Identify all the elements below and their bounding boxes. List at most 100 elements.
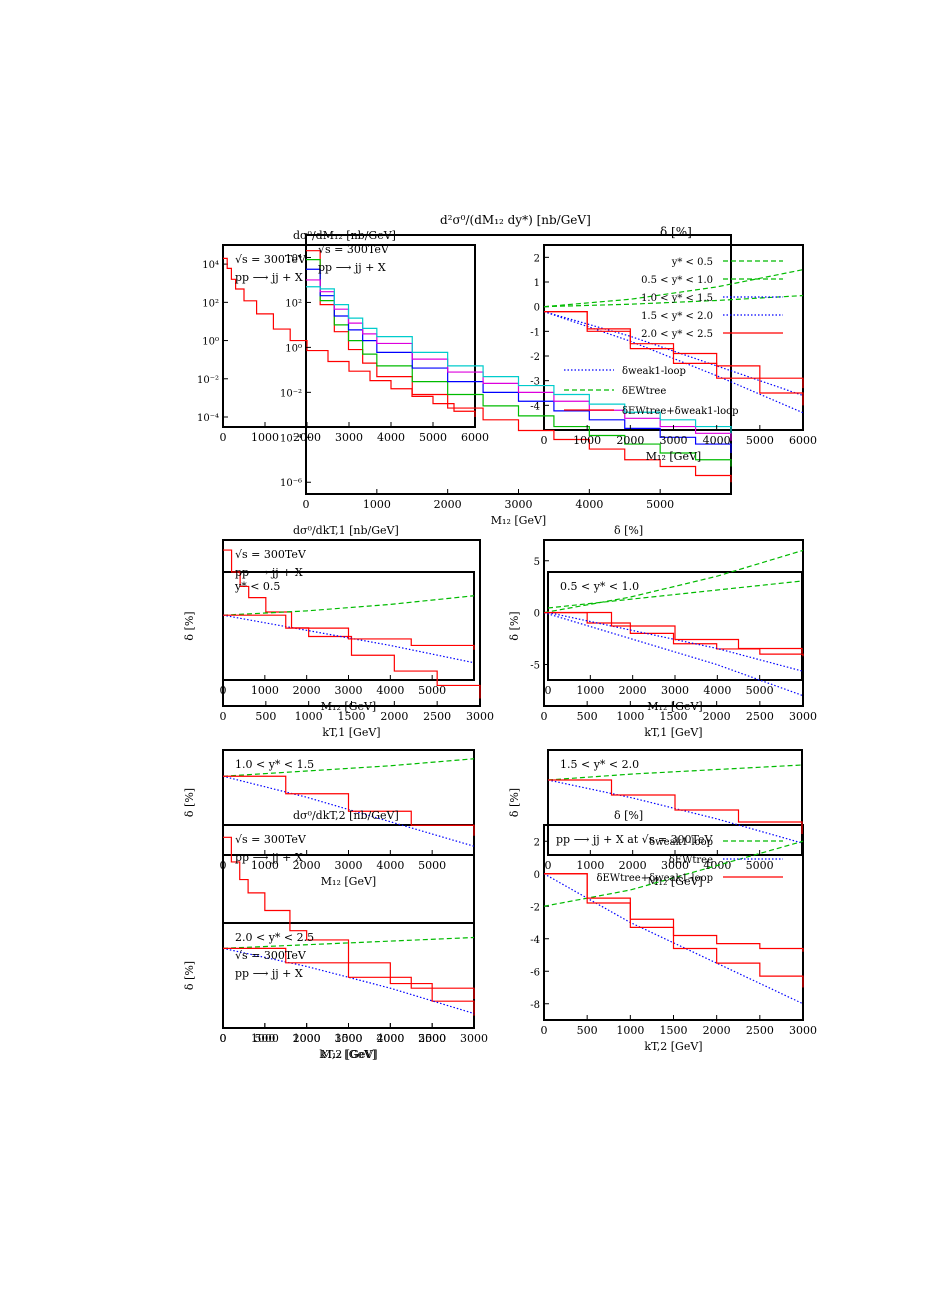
plot-text: d²σ⁰/(dM₁₂ dy*) [nb/GeV] δ [%] <box>440 213 692 239</box>
plot-data: 0 1000 2000 3000 4000 5000 600010⁻⁴10⁻²10⁰10²1… <box>183 229 817 1061</box>
x-axis-label: M₁₂ [GeV] <box>321 700 376 713</box>
annotation: pp ⟶ jj + X at √s = 300TeV <box>556 833 714 846</box>
series-line <box>223 614 475 650</box>
series-line <box>222 758 475 777</box>
series-line <box>547 764 803 781</box>
series-line <box>223 775 475 836</box>
panel-delta_kt1: 0 500 1000 1500 2000 2500 3000 5 0 -5 δ [%] kT,1 [G… <box>530 524 817 739</box>
x-tick-label: 6000 <box>461 431 489 444</box>
x-axis-label: M₁₂ [GeV] <box>646 450 701 463</box>
x-tick-label: 500 <box>577 1024 598 1037</box>
x-tick-label: 5000 <box>746 684 774 697</box>
legend-label: 1.0 < y* < 1.5 <box>641 293 713 304</box>
legend-label: 0.5 < y* < 1.0 <box>641 275 713 286</box>
annotation: pp ⟶ jj + X <box>235 271 303 284</box>
x-tick-label: 1000 <box>251 431 279 444</box>
annotation: pp ⟶ jj + X <box>235 851 303 864</box>
x-tick-label: 1500 <box>660 710 688 723</box>
x-tick-label: 2000 <box>293 684 321 697</box>
series-line <box>544 612 804 657</box>
x-tick-label: 5000 <box>418 1032 446 1045</box>
x-tick-label: 2000 <box>619 684 647 697</box>
y-tick-label: 10⁰ <box>202 337 219 348</box>
x-tick-label: 2000 <box>434 498 462 511</box>
panel-cs_kt1: 0 500 1000 1500 2000 2500 3000 dσ⁰/dkT,1 [nb/Ge… <box>220 524 495 739</box>
y-tick-label: 2 <box>534 253 540 264</box>
x-tick-label: 4000 <box>575 498 603 511</box>
x-tick-label: 1000 <box>616 1024 644 1037</box>
x-tick-label: 500 <box>254 1032 275 1045</box>
annotation: √s = 300TeV <box>318 243 390 256</box>
x-tick-label: 1000 <box>293 1032 321 1045</box>
x-tick-label: 1500 <box>660 1024 688 1037</box>
x-tick-label: 1000 <box>251 1032 279 1045</box>
series-line <box>223 947 475 1000</box>
panel-title: dσ⁰/dM₁₂ [nb/GeV] <box>293 229 396 242</box>
legend-label: 2.0 < y* < 2.5 <box>641 329 713 340</box>
legend-label: δEWtree+δweak1-loop <box>596 873 713 884</box>
y-tick-label: 5 <box>534 557 540 568</box>
x-tick-label: 2500 <box>746 1024 774 1037</box>
x-tick-label: 1000 <box>295 710 323 723</box>
x-axis-label: M₁₂ [GeV] <box>647 875 702 888</box>
frame-delta_kt1 <box>543 539 804 707</box>
y-tick-label: -2 <box>530 352 540 363</box>
panel-title: δ [%] <box>614 524 643 537</box>
x-tick-label: 0 <box>541 434 548 447</box>
y-tick-label: -8 <box>530 1000 540 1011</box>
series-line <box>222 936 475 949</box>
x-tick-label: 0 <box>220 431 227 444</box>
x-tick-label: 4000 <box>376 859 404 872</box>
x-tick-label: 4000 <box>377 431 405 444</box>
y-axis-label: δ [%] <box>508 788 521 817</box>
x-tick-label: 6000 <box>789 434 817 447</box>
x-tick-label: 1000 <box>576 859 604 872</box>
annotation: √s = 300TeV <box>235 253 307 266</box>
x-tick-label: 2000 <box>293 1032 321 1045</box>
y-axis-label: δ [%] <box>508 611 521 640</box>
legend-label: 1.5 < y* < 2.0 <box>641 311 713 322</box>
panel-delta_ystar_3: 0 1000 2000 3000 4000 5000 M₁₂ [GeV] δ [%] 1.0 <… <box>183 758 475 888</box>
x-tick-label: 0 <box>220 1032 227 1045</box>
x-axis-label: kT,2 [GeV] <box>644 1040 702 1053</box>
panel-cs_m12_inset: 0 1000 2000 3000 4000 5000 600010⁻⁴10⁻²10⁰10²1… <box>197 229 489 444</box>
y-tick-label: -3 <box>530 377 540 388</box>
y-tick-label: 10² <box>285 298 302 309</box>
x-tick-label: 5000 <box>418 684 446 697</box>
x-tick-label: 3000 <box>660 434 688 447</box>
x-tick-label: 0 <box>541 1024 548 1037</box>
x-tick-label: 1000 <box>573 434 601 447</box>
y-tick-label: 10⁰ <box>285 343 302 354</box>
x-axis-label: kT,1 [GeV] <box>644 726 702 739</box>
x-tick-label: 3000 <box>460 1032 488 1045</box>
x-tick-label: 5000 <box>418 859 446 872</box>
x-tick-label: 2500 <box>418 1032 446 1045</box>
annotation: √s = 300TeV <box>235 949 307 962</box>
delta-title: δ [%] <box>660 225 692 239</box>
y-tick-label: 10⁻⁴ <box>280 433 302 444</box>
legend-label: δweak1-loop <box>622 366 686 377</box>
y-tick-label: 0 <box>534 609 540 620</box>
y-tick-label: 10⁴ <box>285 253 302 264</box>
y-tick-label: -2 <box>530 902 540 913</box>
frame-cs_kt1 <box>222 539 481 707</box>
x-tick-label: 5000 <box>746 434 774 447</box>
x-tick-label: 2500 <box>423 710 451 723</box>
panel-title: δ [%] <box>614 809 643 822</box>
y-tick-label: 2 <box>534 837 540 848</box>
x-axis-label: M₁₂ [GeV] <box>647 700 702 713</box>
x-tick-label: 2500 <box>746 710 774 723</box>
x-tick-label: 1000 <box>251 859 279 872</box>
panel-title: dσ⁰/dkT,2 [nb/GeV] <box>293 809 399 822</box>
x-tick-label: 500 <box>255 710 276 723</box>
series-line <box>544 311 804 406</box>
series-line <box>548 611 803 653</box>
x-tick-label: 2000 <box>619 859 647 872</box>
y-tick-label: 10⁻⁶ <box>280 478 302 489</box>
series-line <box>543 549 804 614</box>
x-tick-label: 2000 <box>376 1032 404 1045</box>
x-tick-label: 3000 <box>789 710 817 723</box>
legend-label: δEWtree <box>669 855 713 866</box>
x-tick-label: 4000 <box>376 1032 404 1045</box>
